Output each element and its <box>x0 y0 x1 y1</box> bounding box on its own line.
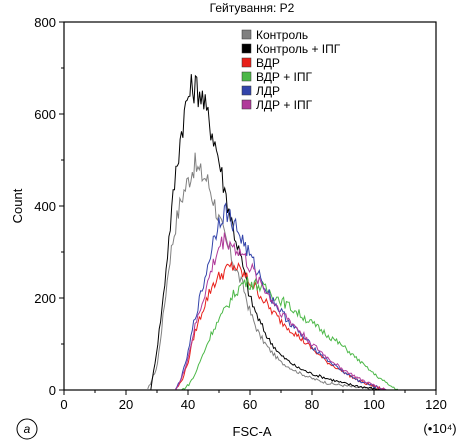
legend-swatch <box>241 99 252 110</box>
y-tick-label: 200 <box>34 291 56 306</box>
x-tick-label: 40 <box>181 397 195 412</box>
tick-group: 0 20 40 60 80 100 120 0 200 400 600 800 <box>34 15 447 412</box>
x-tick-label: 0 <box>60 397 67 412</box>
legend-swatch <box>241 43 252 54</box>
x-multiplier-label: (•10⁴) <box>423 421 456 436</box>
x-tick-label: 60 <box>243 397 257 412</box>
series-line <box>147 152 387 391</box>
x-tick-label: 80 <box>305 397 319 412</box>
y-tick-label: 0 <box>49 383 56 398</box>
legend-swatch <box>241 71 252 82</box>
legend-label: ЛДР <box>256 84 280 98</box>
legend-label: ВДР <box>256 56 280 70</box>
panel-label: a <box>24 422 31 436</box>
x-tick-label: 100 <box>363 397 385 412</box>
legend-swatch <box>241 85 252 96</box>
chart-title: Гейтування: P2 <box>210 1 295 15</box>
y-tick-label: 400 <box>34 199 56 214</box>
series-line <box>175 232 387 391</box>
panel-label-circle <box>16 418 38 440</box>
y-tick-label: 600 <box>34 107 56 122</box>
plot-series-group <box>147 74 399 391</box>
legend-label: Контроль + ІПГ <box>256 42 341 56</box>
series-line <box>150 74 386 391</box>
legend-label: ВДР + ІПГ <box>256 70 313 84</box>
legend-swatch <box>241 29 252 40</box>
x-tick-label: 120 <box>425 397 447 412</box>
x-axis-label: FSC-A <box>233 424 272 439</box>
legend-swatch <box>241 57 252 68</box>
series-line <box>175 201 387 391</box>
legend-label: Контроль <box>256 28 308 42</box>
y-axis-label: Count <box>10 188 25 223</box>
x-tick-label: 20 <box>119 397 133 412</box>
series-line <box>181 276 399 391</box>
y-tick-label: 800 <box>34 15 56 30</box>
legend-label: ЛДР + ІПГ <box>256 98 313 112</box>
